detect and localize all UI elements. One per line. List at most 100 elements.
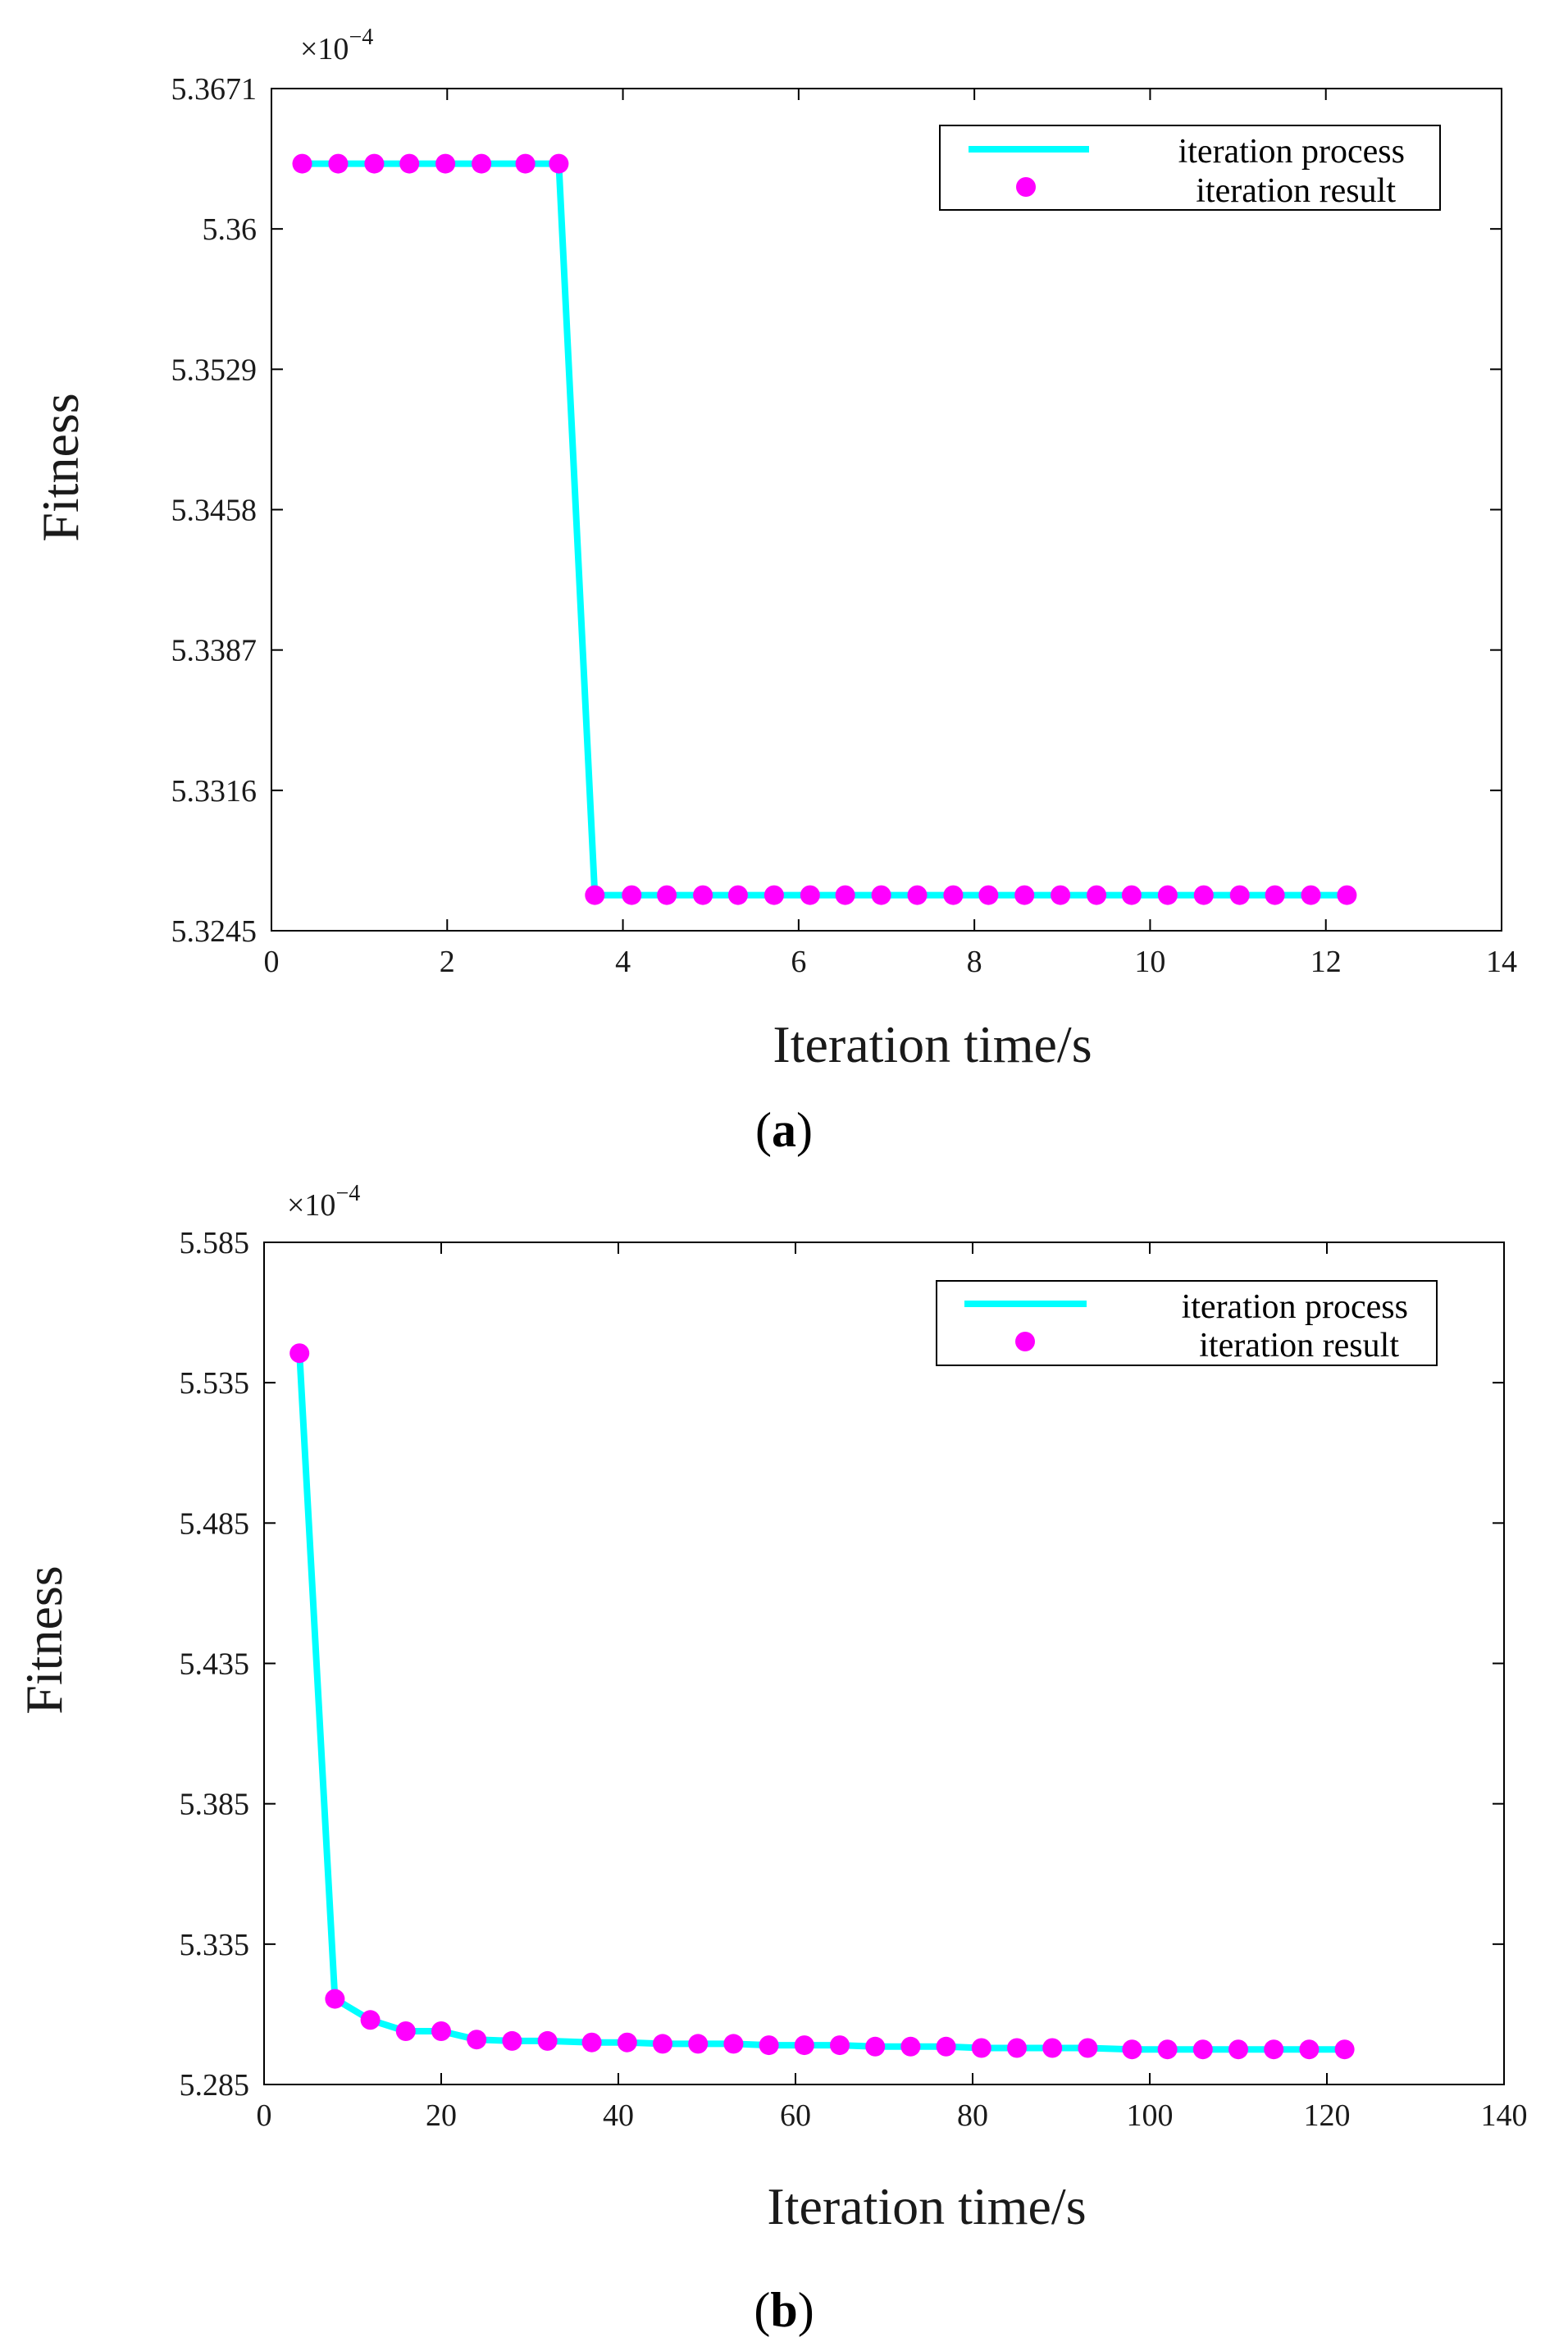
data-point bbox=[1265, 885, 1285, 905]
data-point bbox=[289, 1343, 310, 1364]
y-tick-label: 5.435 bbox=[180, 1647, 250, 1682]
data-point bbox=[622, 885, 642, 905]
data-point bbox=[830, 2035, 850, 2056]
data-point bbox=[435, 153, 456, 174]
data-point bbox=[585, 885, 605, 905]
plot-frame bbox=[271, 88, 1502, 932]
y-tick-label: 5.3671 bbox=[171, 72, 258, 107]
x-tick-label: 60 bbox=[780, 2098, 811, 2133]
data-point bbox=[502, 2030, 522, 2051]
data-point bbox=[800, 885, 820, 905]
x-tick-label: 100 bbox=[1127, 2098, 1174, 2133]
data-point bbox=[1337, 885, 1357, 905]
data-point bbox=[581, 2032, 602, 2053]
data-point bbox=[328, 153, 349, 174]
data-point bbox=[763, 885, 784, 905]
data-point bbox=[549, 153, 569, 174]
x-ticks: 0 2 4 6 8 10 12 14 bbox=[264, 89, 1517, 979]
x-tick-label: 80 bbox=[957, 2098, 988, 2133]
plot-frame bbox=[263, 1242, 1505, 2085]
data-point bbox=[617, 2032, 637, 2053]
legend-marker-swatch bbox=[1015, 1332, 1035, 1351]
legend-entry-result: iteration result bbox=[1199, 1327, 1399, 1365]
y-tick-label: 5.335 bbox=[180, 1928, 250, 1962]
data-point bbox=[472, 153, 492, 174]
data-point bbox=[537, 2030, 558, 2051]
x-tick-label: 120 bbox=[1304, 2098, 1351, 2133]
chart-panel-a: 5.3245 5.3316 5.3387 5.3458 5.3529 5.36 5.3671… bbox=[31, 25, 1517, 1157]
series-line bbox=[302, 160, 1347, 899]
data-point bbox=[759, 2035, 779, 2056]
legend-marker-swatch bbox=[1016, 177, 1036, 197]
y-tick-label: 5.36 bbox=[203, 212, 258, 247]
x-tick-label: 6 bbox=[791, 945, 806, 979]
data-point bbox=[1301, 885, 1321, 905]
data-point bbox=[1121, 885, 1142, 905]
data-point bbox=[1157, 885, 1178, 905]
y-tick-label: 5.385 bbox=[180, 1788, 250, 1822]
data-point bbox=[971, 2038, 991, 2058]
iteration-process-line bbox=[302, 160, 1347, 899]
y-tick-label: 5.3245 bbox=[171, 914, 258, 949]
data-point bbox=[1078, 2038, 1098, 2058]
x-tick-label: 14 bbox=[1486, 945, 1517, 979]
x-tick-label: 12 bbox=[1310, 945, 1342, 979]
y-multiplier: ×10−4 bbox=[300, 25, 373, 66]
data-point bbox=[1228, 2039, 1248, 2060]
data-point bbox=[292, 153, 312, 174]
x-tick-label: 0 bbox=[264, 945, 280, 979]
data-point bbox=[364, 153, 385, 174]
data-point bbox=[943, 885, 964, 905]
y-tick-label: 5.585 bbox=[180, 1226, 250, 1260]
data-point bbox=[1014, 885, 1035, 905]
y-multiplier: ×10−4 bbox=[287, 1181, 360, 1223]
iteration-result-markers bbox=[292, 153, 1357, 905]
x-tick-label: 8 bbox=[967, 945, 982, 979]
data-point bbox=[360, 2010, 381, 2030]
data-point bbox=[693, 885, 713, 905]
x-axis-label: Iteration time/s bbox=[767, 2177, 1086, 2235]
data-point bbox=[1122, 2039, 1142, 2060]
iteration-result-markers bbox=[289, 1343, 1355, 2060]
data-point bbox=[1157, 2039, 1178, 2060]
data-point bbox=[431, 2021, 451, 2041]
data-point bbox=[657, 885, 677, 905]
data-point bbox=[1264, 2039, 1284, 2060]
panel-label-a: (a) bbox=[755, 1103, 813, 1157]
y-tick-label: 5.535 bbox=[180, 1366, 250, 1401]
x-tick-label: 0 bbox=[257, 2098, 272, 2133]
data-point bbox=[835, 885, 855, 905]
data-point bbox=[907, 885, 928, 905]
data-point bbox=[1192, 2039, 1213, 2060]
data-point bbox=[1334, 2039, 1355, 2060]
y-tick-label: 5.3529 bbox=[171, 353, 258, 387]
data-point bbox=[871, 885, 891, 905]
x-axis-label: Iteration time/s bbox=[773, 1015, 1092, 1073]
data-point bbox=[395, 2021, 416, 2041]
data-point bbox=[1299, 2039, 1320, 2060]
data-point bbox=[727, 885, 748, 905]
x-tick-label: 2 bbox=[440, 945, 455, 979]
y-ticks: 5.3245 5.3316 5.3387 5.3458 5.3529 5.36 5.3671 bbox=[171, 72, 1502, 949]
series-line bbox=[296, 1352, 1345, 2053]
data-point bbox=[794, 2035, 814, 2056]
data-point bbox=[1193, 885, 1214, 905]
data-point bbox=[865, 2036, 886, 2057]
x-tick-label: 40 bbox=[603, 2098, 634, 2133]
y-axis-label: Fitness bbox=[31, 393, 89, 541]
data-point bbox=[653, 2034, 672, 2054]
data-point bbox=[688, 2034, 709, 2054]
x-tick-label: 140 bbox=[1481, 2098, 1528, 2133]
data-point bbox=[1007, 2038, 1027, 2058]
data-point bbox=[1051, 885, 1071, 905]
data-point bbox=[1042, 2038, 1063, 2058]
x-tick-label: 10 bbox=[1134, 945, 1165, 979]
iteration-process-line bbox=[296, 1352, 1345, 2053]
data-point bbox=[723, 2034, 744, 2054]
legend: iteration process iteration result bbox=[936, 1280, 1438, 1366]
data-point bbox=[936, 2036, 956, 2057]
x-tick-label: 20 bbox=[426, 2098, 457, 2133]
legend: iteration process iteration result bbox=[939, 125, 1441, 211]
y-tick-label: 5.485 bbox=[180, 1506, 250, 1541]
